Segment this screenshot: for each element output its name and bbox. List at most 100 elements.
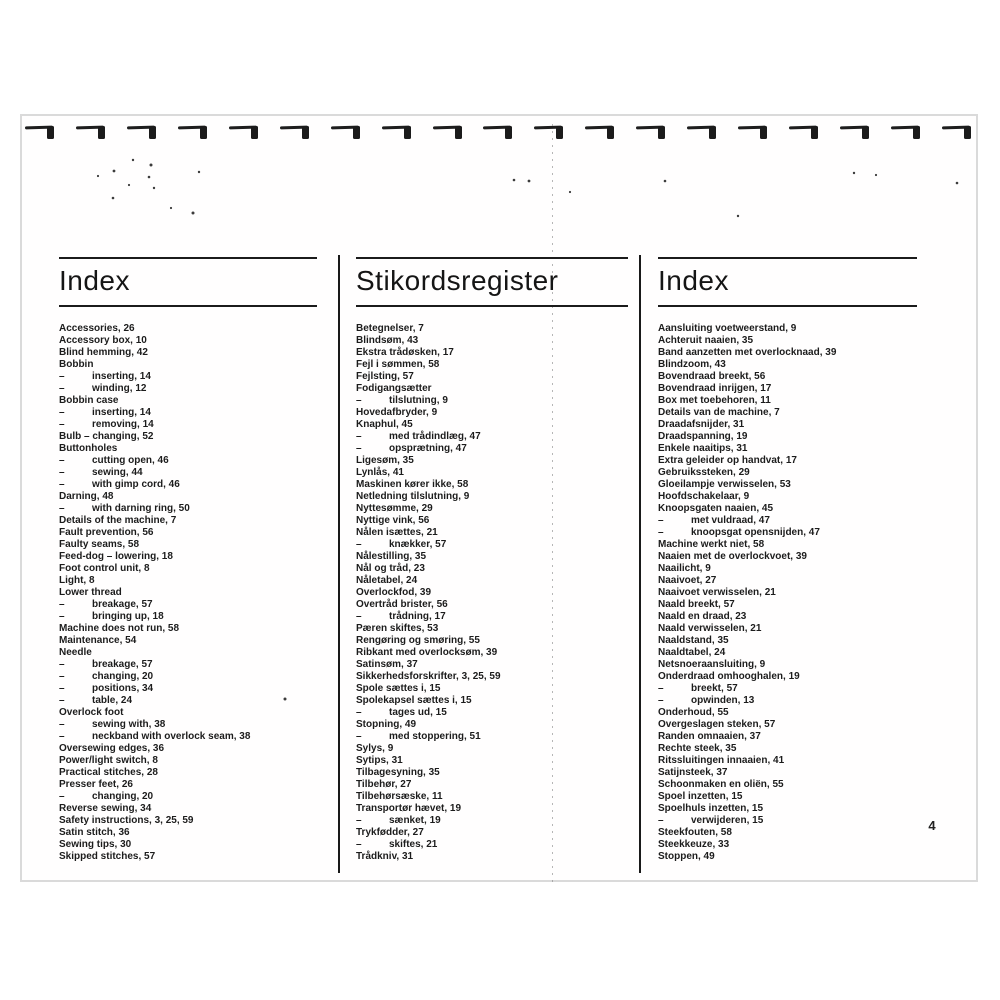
index-entry: Fault prevention, 56: [59, 527, 154, 538]
index-entry: Tilbagesyning, 35: [356, 767, 440, 778]
index-entry: – sewing with, 38: [59, 719, 166, 730]
index-entry: Safety instructions, 3, 25, 59: [59, 815, 194, 826]
index-entry: Sikkerhedsforskrifter, 3, 25, 59: [356, 671, 501, 682]
index-entry: Darning, 48: [59, 491, 114, 502]
spiral-binding: [25, 123, 971, 143]
index-entry: – changing, 20: [59, 671, 154, 682]
index-entry: – breakage, 57: [59, 659, 153, 670]
index-entry: Rechte steek, 35: [658, 743, 737, 754]
index-entry: – opsprætning, 47: [356, 443, 467, 454]
index-entry: Hovedafbryder, 9: [356, 407, 438, 418]
subentry-dash: –: [59, 731, 65, 742]
subentry-dash: –: [356, 611, 362, 622]
index-entry: Nålestilling, 35: [356, 551, 427, 562]
index-entry: Nål og tråd, 23: [356, 563, 425, 574]
index-entry: – trådning, 17: [356, 611, 446, 622]
subentry-dash: –: [59, 659, 65, 670]
index-entry: Nyttesømme, 29: [356, 503, 433, 514]
subentry-dash: –: [658, 515, 664, 526]
binding-hook-icon: [178, 123, 207, 141]
index-entry: – neckband with overlock seam, 38: [59, 731, 251, 742]
subentry-dash: –: [59, 671, 65, 682]
index-entry: Overtråd brister, 56: [356, 599, 448, 610]
subentry-dash: –: [356, 707, 362, 718]
subentry-dash: –: [356, 443, 362, 454]
index-entry: – positions, 34: [59, 683, 154, 694]
index-column-english: Index Accessories, 26 Accessory box, 10 Bl…: [59, 257, 317, 863]
subentry-dash: –: [59, 407, 65, 418]
binding-hook-icon: [25, 123, 54, 141]
index-entry: Ribkant med overlocksøm, 39: [356, 647, 498, 658]
index-entry: Box met toebehoren, 11: [658, 395, 771, 406]
binding-hook-icon: [942, 123, 971, 141]
binding-hook-icon: [331, 123, 360, 141]
index-entry: Betegnelser, 7: [356, 323, 424, 334]
binding-hook-icon: [636, 123, 666, 141]
index-entry: Draadafsnijder, 31: [658, 419, 745, 430]
index-entry: Extra geleider op handvat, 17: [658, 455, 797, 466]
index-entry: Nåletabel, 24: [356, 575, 418, 586]
index-entry: – inserting, 14: [59, 407, 151, 418]
index-entry: Ekstra trådøsken, 17: [356, 347, 454, 358]
index-entry: Details van de machine, 7: [658, 407, 780, 418]
index-entry: – med trådindlæg, 47: [356, 431, 481, 442]
index-entry: Tilbehørsæske, 11: [356, 791, 443, 802]
binding-hook-icon: [229, 123, 258, 141]
column-divider: [639, 255, 641, 873]
index-entry: Machine does not run, 58: [59, 623, 180, 634]
index-entry: Overlock foot: [59, 707, 124, 718]
index-entry: Naaivoet, 27: [658, 575, 717, 586]
index-entry: Onderdraad omhooghalen, 19: [658, 671, 800, 682]
index-entry: Band aanzetten met overlocknaad, 39: [658, 347, 837, 358]
index-entry: – breakage, 57: [59, 599, 153, 610]
index-entry: Sewing tips, 30: [59, 839, 132, 850]
index-entry: – med stoppering, 51: [356, 731, 481, 742]
subentry-dash: –: [59, 683, 65, 694]
index-entry: Naaivoet verwisselen, 21: [658, 587, 776, 598]
index-entry: Enkele naaitips, 31: [658, 443, 748, 454]
column-divider: [338, 255, 340, 873]
index-entry: Spoel inzetten, 15: [658, 791, 743, 802]
index-entry: Feed-dog – lowering, 18: [59, 551, 173, 562]
index-entry: Stopning, 49: [356, 719, 416, 730]
index-entry: – tilslutning, 9: [356, 395, 448, 406]
index-entry: Gebruikssteken, 29: [658, 467, 750, 478]
index-entry: Details of the machine, 7: [59, 515, 177, 526]
subentry-dash: –: [356, 395, 362, 406]
subentry-dash: –: [59, 611, 65, 622]
index-column-danish: Stikordsregister Betegnelser, 7 Blindsøm,…: [356, 257, 628, 863]
index-entry: – inserting, 14: [59, 371, 151, 382]
index-entry: Reverse sewing, 34: [59, 803, 152, 814]
index-entry: Lynlås, 41: [356, 467, 404, 478]
subentry-dash: –: [59, 383, 65, 394]
index-entry: – breekt, 57: [658, 683, 738, 694]
index-entry: Spoelhuls inzetten, 15: [658, 803, 764, 814]
subentry-dash: –: [356, 815, 362, 826]
binding-hook-icon: [738, 123, 768, 141]
index-entry: – skiftes, 21: [356, 839, 438, 850]
subentry-dash: –: [658, 527, 664, 538]
index-entry: Bovendraad breekt, 56: [658, 371, 766, 382]
index-entry: Machine werkt niet, 58: [658, 539, 765, 550]
index-entry: Naaldstand, 35: [658, 635, 729, 646]
index-entry: Knaphul, 45: [356, 419, 413, 430]
subentry-dash: –: [356, 731, 362, 742]
index-entry: Bulb – changing, 52: [59, 431, 154, 442]
subentry-dash: –: [658, 815, 664, 826]
index-entry: Overlockfod, 39: [356, 587, 432, 598]
index-entries: Aansluiting voetweerstand, 9 Achteruit na…: [658, 323, 917, 863]
index-entry: – verwijderen, 15: [658, 815, 764, 826]
index-entry: Needle: [59, 647, 92, 658]
index-entry: Satinsøm, 37: [356, 659, 418, 670]
index-entry: Power/light switch, 8: [59, 755, 158, 766]
index-entry: Bobbin: [59, 359, 94, 370]
column-heading: Index: [59, 257, 317, 307]
index-entry: Maskinen kører ikke, 58: [356, 479, 469, 490]
index-entry: Accessory box, 10: [59, 335, 147, 346]
binding-hook-icon: [789, 123, 819, 141]
index-entry: – sænket, 19: [356, 815, 441, 826]
index-entry: Rengøring og smøring, 55: [356, 635, 480, 646]
binding-hook-icon: [534, 123, 564, 141]
binding-hook-icon: [483, 123, 513, 141]
index-entry: – knoopsgat opensnijden, 47: [658, 527, 820, 538]
